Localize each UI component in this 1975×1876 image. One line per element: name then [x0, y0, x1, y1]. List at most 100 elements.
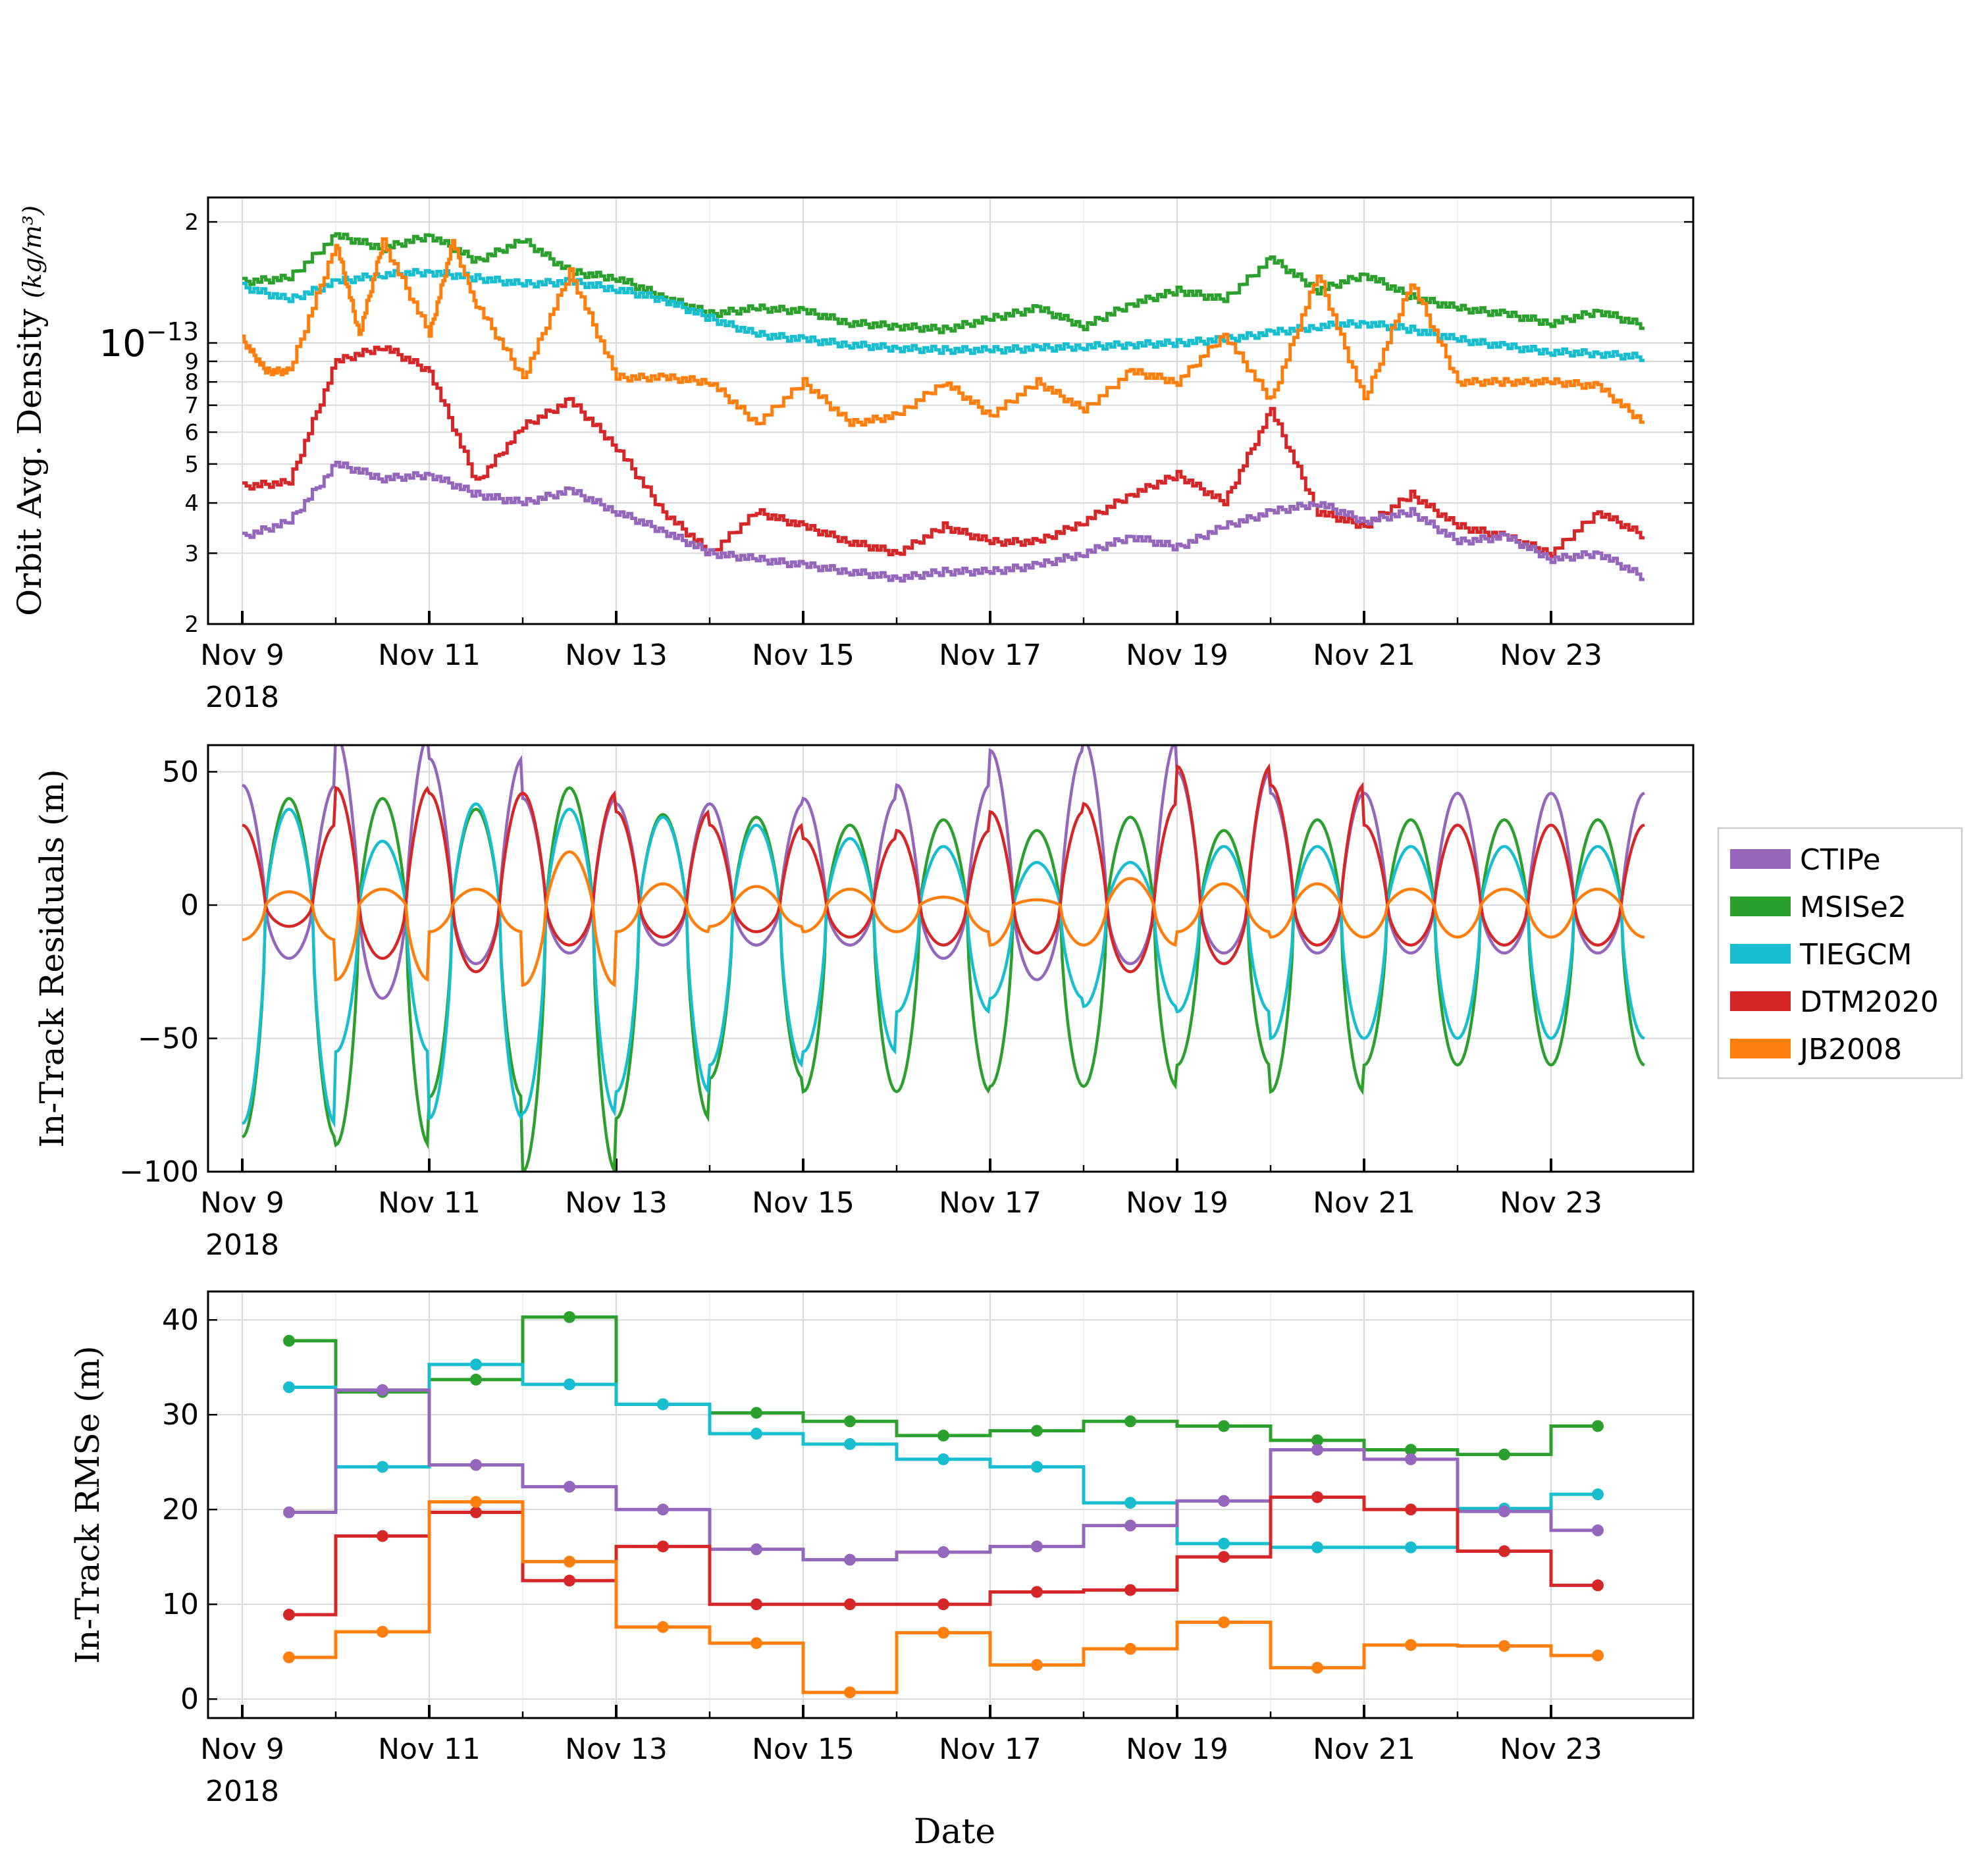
data-point-msise2 — [1592, 1420, 1604, 1432]
data-point-tiegcm — [844, 1438, 856, 1450]
y-axis-label: In-Track Residuals (m) — [33, 769, 71, 1147]
data-point-jb2008 — [1311, 1661, 1323, 1674]
legend-label-jb2008: JB2008 — [1798, 1033, 1902, 1066]
data-point-dtm2020 — [657, 1540, 669, 1553]
data-point-jb2008 — [377, 1625, 388, 1638]
data-point-jb2008 — [1124, 1642, 1136, 1655]
x-tick-label: Nov 11 — [378, 638, 481, 672]
y-tick-label: 30 — [162, 1398, 199, 1432]
data-point-msise2 — [1498, 1448, 1510, 1461]
data-point-dtm2020 — [1124, 1584, 1136, 1596]
x-tick-label: Nov 23 — [1500, 1186, 1602, 1220]
legend-swatch-ctipe — [1730, 849, 1791, 869]
x-tick-label: Nov 15 — [752, 1733, 855, 1766]
x-tick-label: Nov 23 — [1500, 638, 1602, 672]
series-line-msise2 — [241, 786, 1645, 1172]
legend-swatch-jb2008 — [1730, 1039, 1791, 1058]
data-point-ctipe — [1405, 1453, 1417, 1465]
y-tick-label: 2 — [184, 612, 199, 638]
data-point-dtm2020 — [1592, 1579, 1604, 1592]
y-tick-label: 4 — [184, 490, 199, 517]
data-point-msise2 — [564, 1311, 575, 1323]
x-tick-label: Nov 21 — [1313, 638, 1415, 672]
x-tick-label: Nov 21 — [1313, 1186, 1415, 1220]
x-tick-label: Nov 19 — [1126, 638, 1228, 672]
data-point-dtm2020 — [1498, 1545, 1510, 1557]
data-point-ctipe — [1498, 1505, 1510, 1518]
x-tick-label: Nov 21 — [1313, 1733, 1415, 1766]
y-axis-unit: (kg/m³) — [18, 205, 47, 298]
data-point-jb2008 — [1592, 1649, 1604, 1661]
data-point-jb2008 — [1218, 1616, 1230, 1628]
series-line-ctipe — [242, 745, 1645, 1001]
data-point-jb2008 — [1031, 1659, 1043, 1671]
data-point-tiegcm — [1592, 1488, 1604, 1501]
series-line-ctipe — [242, 460, 1645, 583]
x-tick-label: Nov 19 — [1126, 1186, 1228, 1220]
data-point-jb2008 — [564, 1555, 575, 1568]
data-point-msise2 — [1124, 1415, 1136, 1428]
x-tick-label: Nov 19 — [1126, 1733, 1228, 1766]
x-year-label: 2018 — [205, 1228, 279, 1262]
data-point-ctipe — [1124, 1519, 1136, 1532]
data-point-ctipe — [844, 1553, 856, 1566]
data-point-jb2008 — [750, 1637, 762, 1650]
x-tick-label: Nov 11 — [378, 1186, 481, 1220]
data-point-ctipe — [1218, 1495, 1230, 1507]
y-tick-label: 20 — [162, 1493, 199, 1526]
y-tick-label: 5 — [184, 452, 199, 478]
x-tick-label: Nov 9 — [200, 1186, 284, 1220]
data-point-msise2 — [1218, 1420, 1230, 1432]
legend: CTIPe MSISe2 TIEGCM DTM2020 JB2008 — [1717, 827, 1963, 1080]
legend-box — [1717, 827, 1963, 1080]
data-point-tiegcm — [750, 1428, 762, 1440]
y-tick-label: 10 — [162, 1588, 199, 1621]
data-point-msise2 — [1311, 1434, 1323, 1447]
y-tick-exponent: −13 — [146, 317, 199, 346]
data-point-jb2008 — [1498, 1640, 1510, 1652]
y-tick-label: 6 — [184, 420, 199, 446]
data-point-tiegcm — [1124, 1497, 1136, 1509]
data-point-tiegcm — [283, 1381, 295, 1394]
series-line-dtm2020 — [242, 345, 1645, 558]
data-point-dtm2020 — [1311, 1491, 1323, 1503]
y-tick-label: 0 — [180, 1682, 199, 1716]
data-point-jb2008 — [937, 1627, 949, 1639]
legend-swatch-dtm2020 — [1730, 991, 1791, 1011]
data-point-dtm2020 — [470, 1506, 482, 1519]
x-tick-label: Nov 11 — [378, 1733, 481, 1766]
data-point-msise2 — [1405, 1444, 1417, 1456]
x-tick-label: Nov 13 — [565, 1733, 668, 1766]
y-tick-label: −100 — [119, 1155, 199, 1189]
data-point-ctipe — [1592, 1524, 1604, 1536]
data-point-jb2008 — [283, 1651, 295, 1663]
legend-swatch-msise2 — [1730, 897, 1791, 916]
y-tick-label: 2 — [184, 209, 199, 236]
y-tick-label: 40 — [162, 1303, 199, 1337]
x-tick-label: Nov 23 — [1500, 1733, 1602, 1766]
series-line-jb2008 — [289, 1500, 1598, 1694]
data-point-ctipe — [937, 1546, 949, 1558]
legend-label-dtm2020: DTM2020 — [1800, 985, 1939, 1019]
data-point-ctipe — [564, 1480, 575, 1493]
data-point-dtm2020 — [937, 1598, 949, 1611]
x-tick-label: Nov 13 — [565, 1186, 668, 1220]
y-tick-label: −50 — [138, 1022, 199, 1056]
x-year-label: 2018 — [205, 1775, 279, 1808]
series-line-tiegcm — [242, 268, 1645, 363]
legend-swatch-tiegcm — [1730, 944, 1791, 964]
data-point-jb2008 — [1405, 1639, 1417, 1652]
data-point-dtm2020 — [750, 1598, 762, 1611]
x-year-label: 2018 — [205, 681, 279, 714]
data-point-dtm2020 — [564, 1575, 575, 1587]
x-tick-label: Nov 17 — [939, 1733, 1041, 1766]
y-tick-label: 7 — [184, 393, 199, 419]
data-point-tiegcm — [1405, 1541, 1417, 1553]
y-tick-label: 9 — [184, 349, 199, 375]
data-point-tiegcm — [1311, 1541, 1323, 1553]
series-line-tiegcm — [241, 802, 1645, 1128]
series-line-msise2 — [242, 232, 1645, 334]
rmse-panel: Nov 9 Nov 11 Nov 13 Nov 15 Nov 17 Nov 19 Nov 2… — [68, 1290, 1695, 1808]
data-point-ctipe — [377, 1384, 388, 1396]
series-line-ctipe — [289, 1388, 1598, 1562]
